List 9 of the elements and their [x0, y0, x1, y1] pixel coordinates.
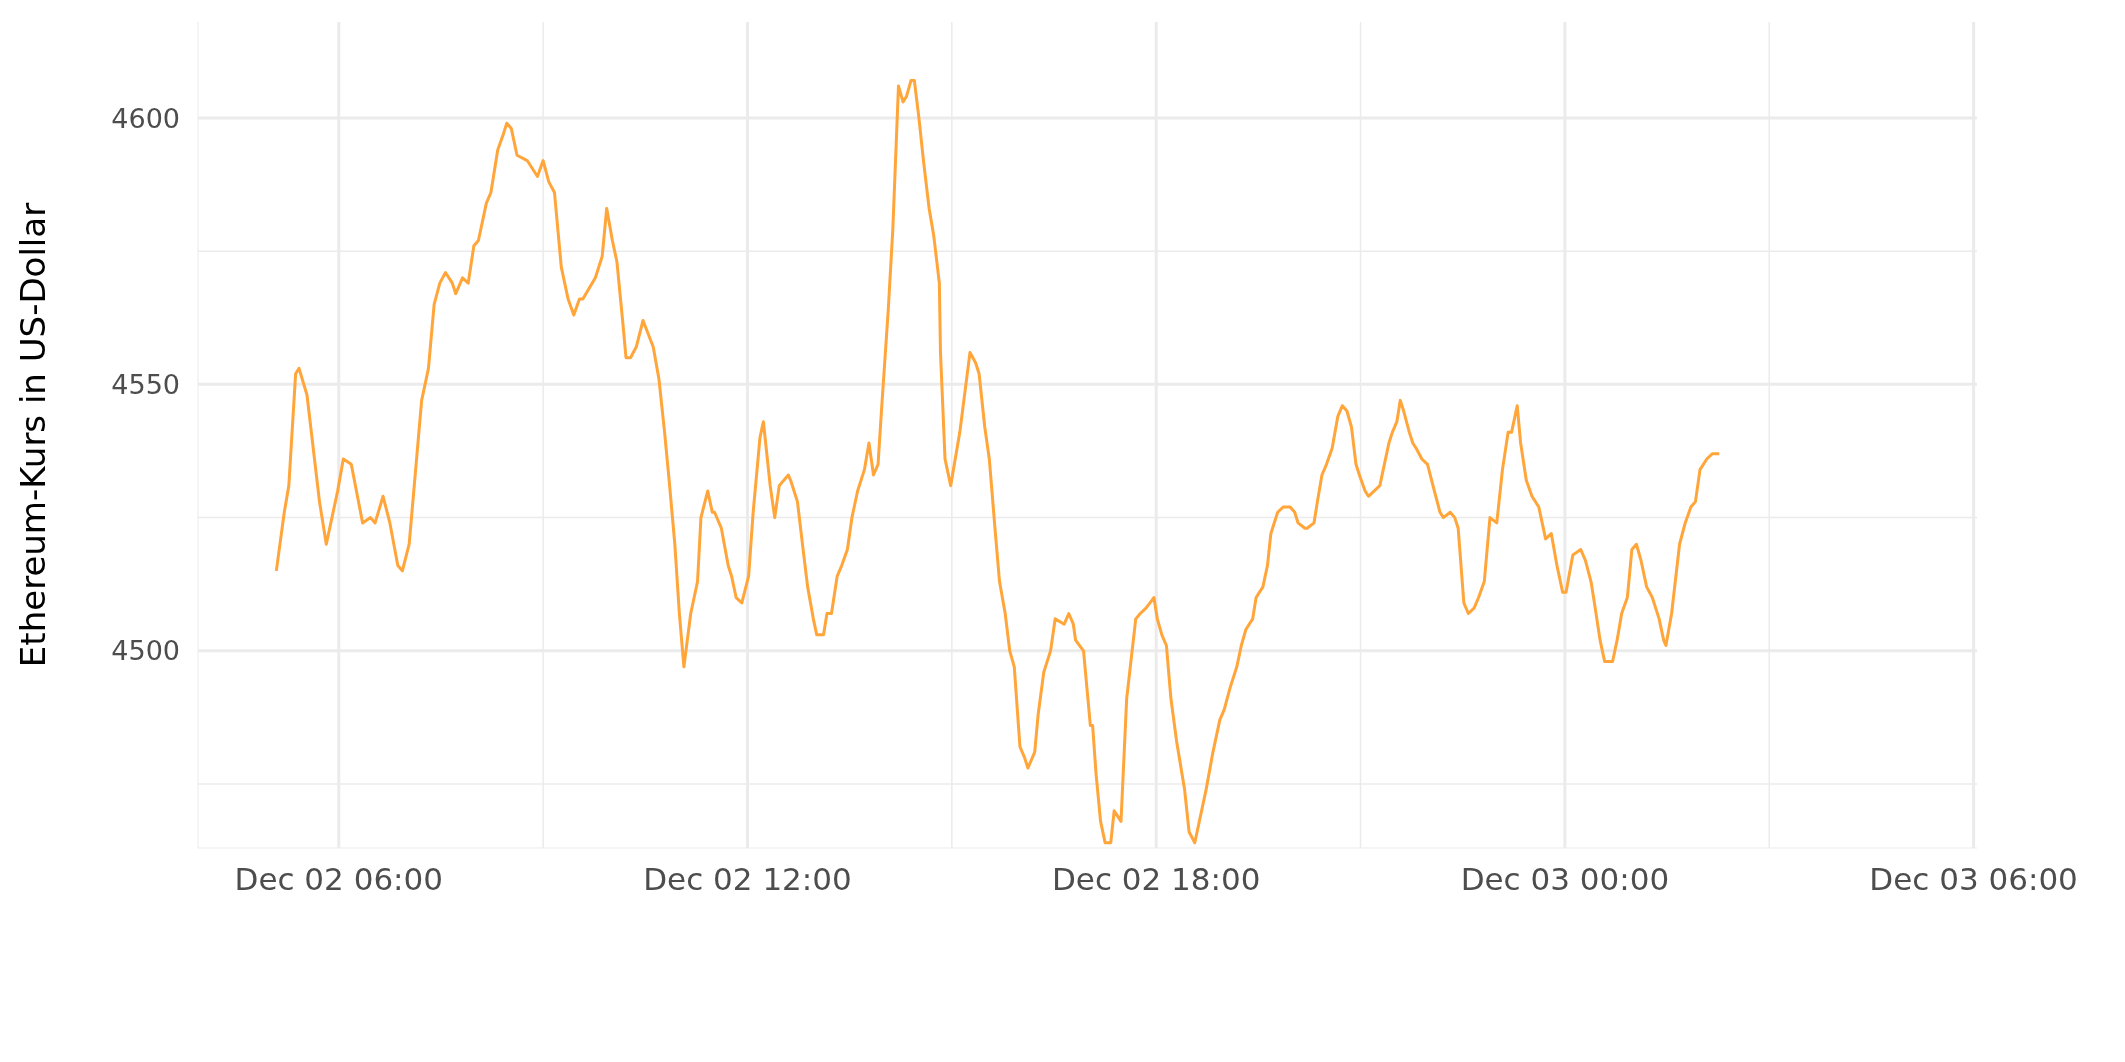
y-tick-label: 4600	[111, 102, 180, 134]
x-tick-label: Dec 02 06:00	[234, 861, 444, 898]
y-tick-label: 4500	[111, 635, 180, 667]
x-tick-label: Dec 03 06:00	[1869, 861, 2078, 898]
x-tick-label: Dec 02 12:00	[643, 861, 852, 898]
y-axis-title: Ethereum-Kurs in US-Dollar	[13, 202, 54, 668]
x-tick-label: Dec 03 00:00	[1460, 861, 1670, 898]
y-tick-label: 4550	[111, 368, 180, 400]
x-tick-label: Dec 02 18:00	[1051, 861, 1261, 898]
